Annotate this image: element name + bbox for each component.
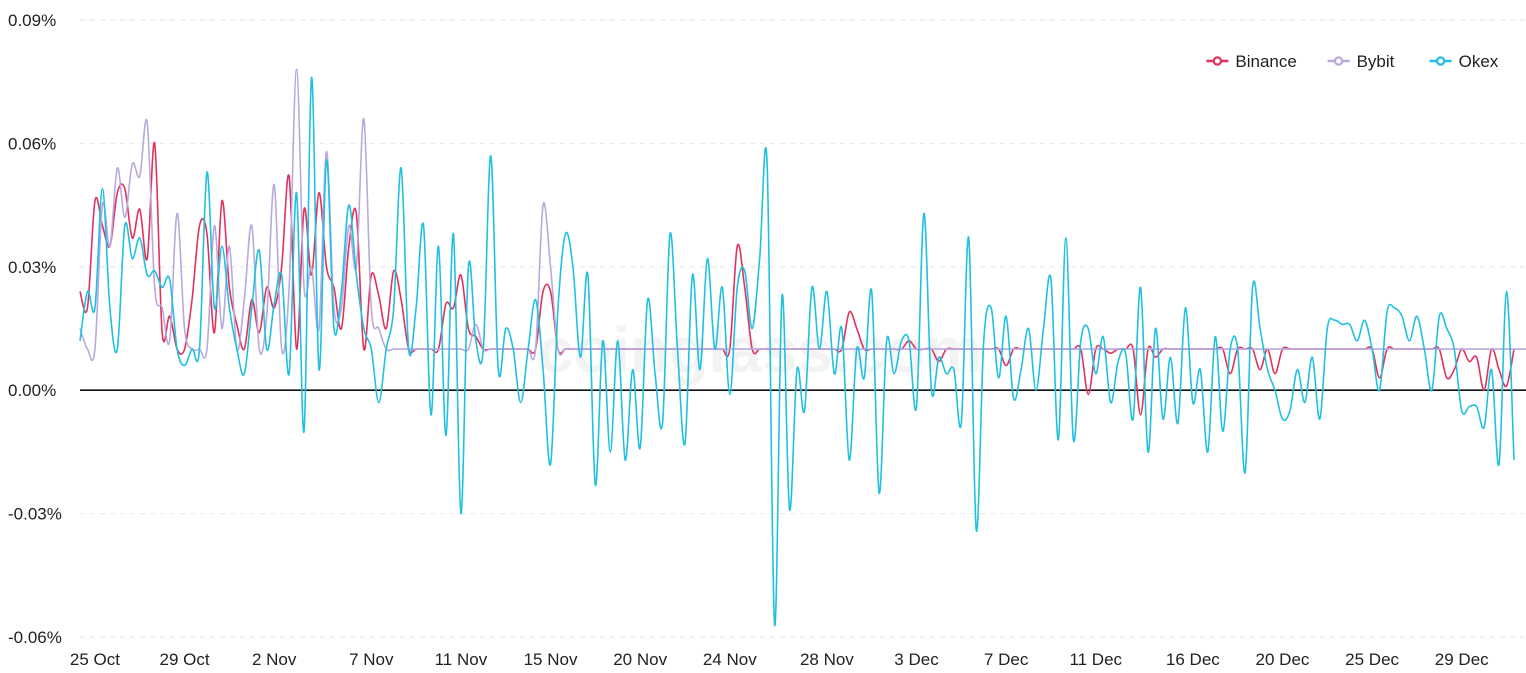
x-tick-label: 11 Nov [435, 650, 488, 669]
legend: Binance Bybit Okex [1206, 52, 1499, 71]
y-axis-ticks: -0.06% -0.03% 0.00% 0.03% 0.06% 0.09% [8, 11, 62, 647]
legend-item-binance[interactable]: Binance [1206, 52, 1297, 71]
legend-item-okex[interactable]: Okex [1429, 52, 1499, 71]
y-tick-label: 0.09% [8, 11, 56, 30]
legend-marker [1435, 56, 1446, 66]
legend-label: Binance [1235, 52, 1296, 71]
x-tick-label: 7 Nov [349, 650, 394, 669]
x-tick-label: 29 Dec [1435, 650, 1489, 669]
legend-label: Bybit [1357, 52, 1395, 71]
watermark: coinglass.com [538, 314, 983, 386]
y-tick-label: 0.00% [8, 381, 56, 400]
legend-marker [1212, 56, 1223, 66]
x-tick-label: 29 Oct [160, 650, 210, 669]
x-tick-label: 3 Dec [894, 650, 939, 669]
legend-marker [1333, 56, 1344, 66]
y-tick-label: 0.06% [8, 134, 56, 153]
series-line-okex [79, 76, 1515, 627]
x-tick-label: 24 Nov [703, 650, 757, 669]
x-tick-label: 20 Nov [613, 650, 667, 669]
legend-item-bybit[interactable]: Bybit [1327, 52, 1395, 71]
legend-label: Okex [1459, 52, 1499, 71]
y-tick-label: -0.06% [8, 628, 62, 647]
y-tick-label: -0.03% [8, 505, 62, 524]
x-tick-label: 15 Nov [524, 650, 578, 669]
series-lines [79, 68, 1526, 627]
x-axis-ticks: 25 Oct 29 Oct 2 Nov 7 Nov 11 Nov 15 Nov 20 Nov… [70, 650, 1489, 669]
x-tick-label: 25 Dec [1345, 650, 1399, 669]
x-tick-label: 25 Oct [70, 650, 120, 669]
x-tick-label: 11 Dec [1069, 650, 1122, 669]
x-tick-label: 16 Dec [1166, 650, 1220, 669]
y-tick-label: 0.03% [8, 258, 56, 277]
x-tick-label: 20 Dec [1256, 650, 1310, 669]
x-tick-label: 28 Nov [800, 650, 854, 669]
x-tick-label: 7 Dec [984, 650, 1029, 669]
series-line-bybit [79, 68, 1526, 362]
x-tick-label: 2 Nov [252, 650, 297, 669]
